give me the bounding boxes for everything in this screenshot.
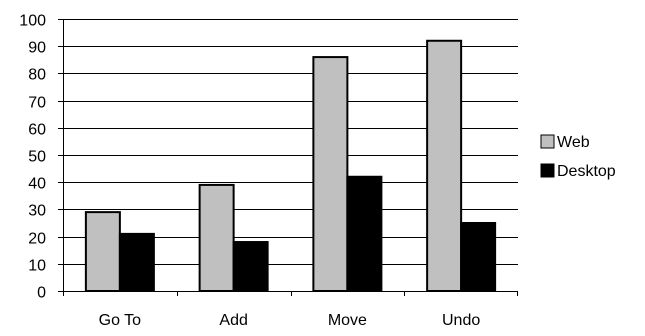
bar-web-undo — [426, 39, 463, 293]
y-tick-label: 100 — [19, 13, 46, 30]
y-tick-label: 40 — [28, 176, 46, 193]
y-tick-label: 0 — [37, 285, 46, 302]
y-tick-label: 50 — [28, 149, 46, 166]
x-tick-labels: Go To Add Move Undo — [99, 312, 481, 329]
bars — [84, 39, 497, 293]
bar-web-add — [198, 183, 235, 292]
legend-label-web: Web — [557, 134, 590, 151]
x-tick-label: Undo — [442, 312, 480, 329]
legend-label-desktop: Desktop — [557, 163, 616, 180]
legend-swatch-desktop — [540, 163, 555, 178]
bar-desktop-add — [232, 241, 269, 292]
bar-web-move — [312, 56, 349, 292]
bar-web-go-to — [84, 211, 121, 292]
y-tick-label: 20 — [28, 231, 46, 248]
y-tick-label: 10 — [28, 258, 46, 275]
legend-swatch-web — [540, 134, 555, 149]
legend: Web Desktop — [540, 134, 616, 180]
y-tick-label: 70 — [28, 95, 46, 112]
y-tick-label: 30 — [28, 203, 46, 220]
x-tick-label: Go To — [99, 312, 142, 329]
x-tick-label: Add — [219, 312, 247, 329]
axes — [58, 19, 518, 296]
y-tick-labels: 0 10 20 30 40 50 60 70 80 90 100 — [19, 13, 46, 302]
bar-desktop-undo — [460, 222, 497, 292]
y-tick-label: 80 — [28, 67, 46, 84]
bar-desktop-move — [346, 175, 383, 292]
bar-desktop-go-to — [118, 232, 155, 293]
x-tick-label: Move — [328, 312, 367, 329]
y-tick-label: 60 — [28, 122, 46, 139]
y-tick-label: 90 — [28, 40, 46, 57]
